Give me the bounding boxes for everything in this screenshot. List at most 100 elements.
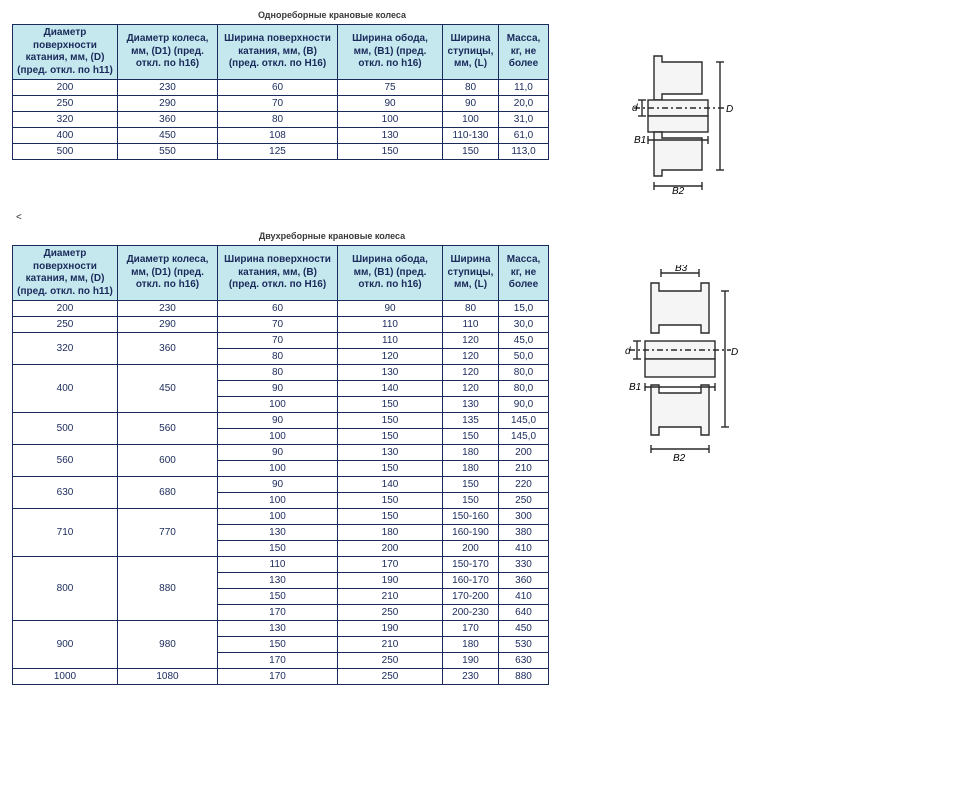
table-cell: 180 <box>443 637 499 653</box>
table-cell: 200 <box>499 445 549 461</box>
table-cell: 140 <box>338 381 443 397</box>
table-cell: 1000 <box>13 669 118 685</box>
table-cell: 600 <box>118 445 218 477</box>
table-cell: 290 <box>118 317 218 333</box>
table-cell: 60 <box>218 80 338 96</box>
table-cell: 120 <box>443 365 499 381</box>
table-cell: 560 <box>118 413 218 445</box>
table-cell: 450 <box>118 128 218 144</box>
table-cell: 250 <box>338 669 443 685</box>
table-cell: 50,0 <box>499 349 549 365</box>
table-cell: 80,0 <box>499 381 549 397</box>
table-row: 56060090130180200 <box>13 445 549 461</box>
table-cell: 360 <box>118 333 218 365</box>
table-cell: 290 <box>118 96 218 112</box>
table-cell: 710 <box>13 509 118 557</box>
table-cell: 150 <box>338 413 443 429</box>
table-cell: 100 <box>218 493 338 509</box>
table-row: 3203607011012045,0 <box>13 333 549 349</box>
table-row: 2502907011011030,0 <box>13 317 549 333</box>
table-row: 500550125150150113,0 <box>13 144 549 160</box>
table-cell: 200 <box>443 541 499 557</box>
table-cell: 320 <box>13 112 118 128</box>
table-cell: 80 <box>218 349 338 365</box>
table1-header-cell: Ширина ступицы, мм, (L) <box>443 25 499 80</box>
table-cell: 100 <box>218 461 338 477</box>
table-cell: 31,0 <box>499 112 549 128</box>
table-cell: 250 <box>499 493 549 509</box>
table-cell: 60 <box>218 301 338 317</box>
table-cell: 980 <box>118 621 218 669</box>
table-cell: 130 <box>218 525 338 541</box>
table-cell: 160-170 <box>443 573 499 589</box>
table-cell: 200 <box>338 541 443 557</box>
table-cell: 400 <box>13 365 118 413</box>
table-row: 25029070909020,0 <box>13 96 549 112</box>
table-cell: 170 <box>218 605 338 621</box>
table2-header-cell: Ширина обода, мм, (B1) (пред. откл. по h… <box>338 246 443 301</box>
table1-header-cell: Диаметр колеса, мм, (D1) (пред. откл. по… <box>118 25 218 80</box>
table-cell: 200 <box>13 80 118 96</box>
table2-header-cell: Масса, кг, не более <box>499 246 549 301</box>
table-cell: 90 <box>218 381 338 397</box>
table-cell: 120 <box>443 381 499 397</box>
table-cell: 20,0 <box>499 96 549 112</box>
table-cell: 220 <box>499 477 549 493</box>
table-cell: 80 <box>443 301 499 317</box>
table-cell: 120 <box>443 349 499 365</box>
table-row: 10001080170250230880 <box>13 669 549 685</box>
table-cell: 150-160 <box>443 509 499 525</box>
table-cell: 210 <box>338 637 443 653</box>
table-cell: 300 <box>499 509 549 525</box>
table-cell: 150 <box>443 144 499 160</box>
table1-header-cell: Масса, кг, не более <box>499 25 549 80</box>
table-cell: 320 <box>13 333 118 365</box>
table-cell: 190 <box>443 653 499 669</box>
table-cell: 150 <box>338 397 443 413</box>
table-cell: 410 <box>499 541 549 557</box>
table-cell: 530 <box>499 637 549 653</box>
table-cell: 110 <box>338 317 443 333</box>
table-row: 20023060908015,0 <box>13 301 549 317</box>
table-cell: 150 <box>218 541 338 557</box>
table-cell: 250 <box>338 605 443 621</box>
table-cell: 145,0 <box>499 429 549 445</box>
table-cell: 90 <box>218 413 338 429</box>
table-cell: 150 <box>443 429 499 445</box>
less-than-mark: < <box>16 212 948 223</box>
table-cell: 230 <box>118 80 218 96</box>
table-cell: 550 <box>118 144 218 160</box>
table-row: 50056090150135145,0 <box>13 413 549 429</box>
label-B2: B2 <box>672 186 685 194</box>
table-cell: 110 <box>338 333 443 349</box>
table-cell: 380 <box>499 525 549 541</box>
table-cell: 90 <box>338 96 443 112</box>
table-cell: 400 <box>13 128 118 144</box>
table-cell: 150-170 <box>443 557 499 573</box>
label-d2: d <box>625 346 631 357</box>
table-row: 20023060758011,0 <box>13 80 549 96</box>
table-cell: 80 <box>218 112 338 128</box>
table-cell: 11,0 <box>499 80 549 96</box>
table-cell: 108 <box>218 128 338 144</box>
table2-header-cell: Диаметр колеса, мм, (D1) (пред. откл. по… <box>118 246 218 301</box>
table-cell: 120 <box>338 349 443 365</box>
table1-header-cell: Ширина поверхности катания, мм, (B) (пре… <box>218 25 338 80</box>
table-cell: 360 <box>118 112 218 128</box>
table-cell: 170 <box>218 669 338 685</box>
table-cell: 150 <box>338 509 443 525</box>
table-cell: 170 <box>218 653 338 669</box>
table-cell: 150 <box>443 493 499 509</box>
table-cell: 450 <box>499 621 549 637</box>
table-cell: 170 <box>443 621 499 637</box>
table-cell: 170 <box>338 557 443 573</box>
label-B2b: B2 <box>673 453 686 464</box>
table-cell: 160-190 <box>443 525 499 541</box>
table-cell: 45,0 <box>499 333 549 349</box>
table-cell: 230 <box>118 301 218 317</box>
table-cell: 70 <box>218 333 338 349</box>
table-cell: 150 <box>338 144 443 160</box>
table-cell: 250 <box>338 653 443 669</box>
table-cell: 90 <box>443 96 499 112</box>
table-cell: 110 <box>218 557 338 573</box>
